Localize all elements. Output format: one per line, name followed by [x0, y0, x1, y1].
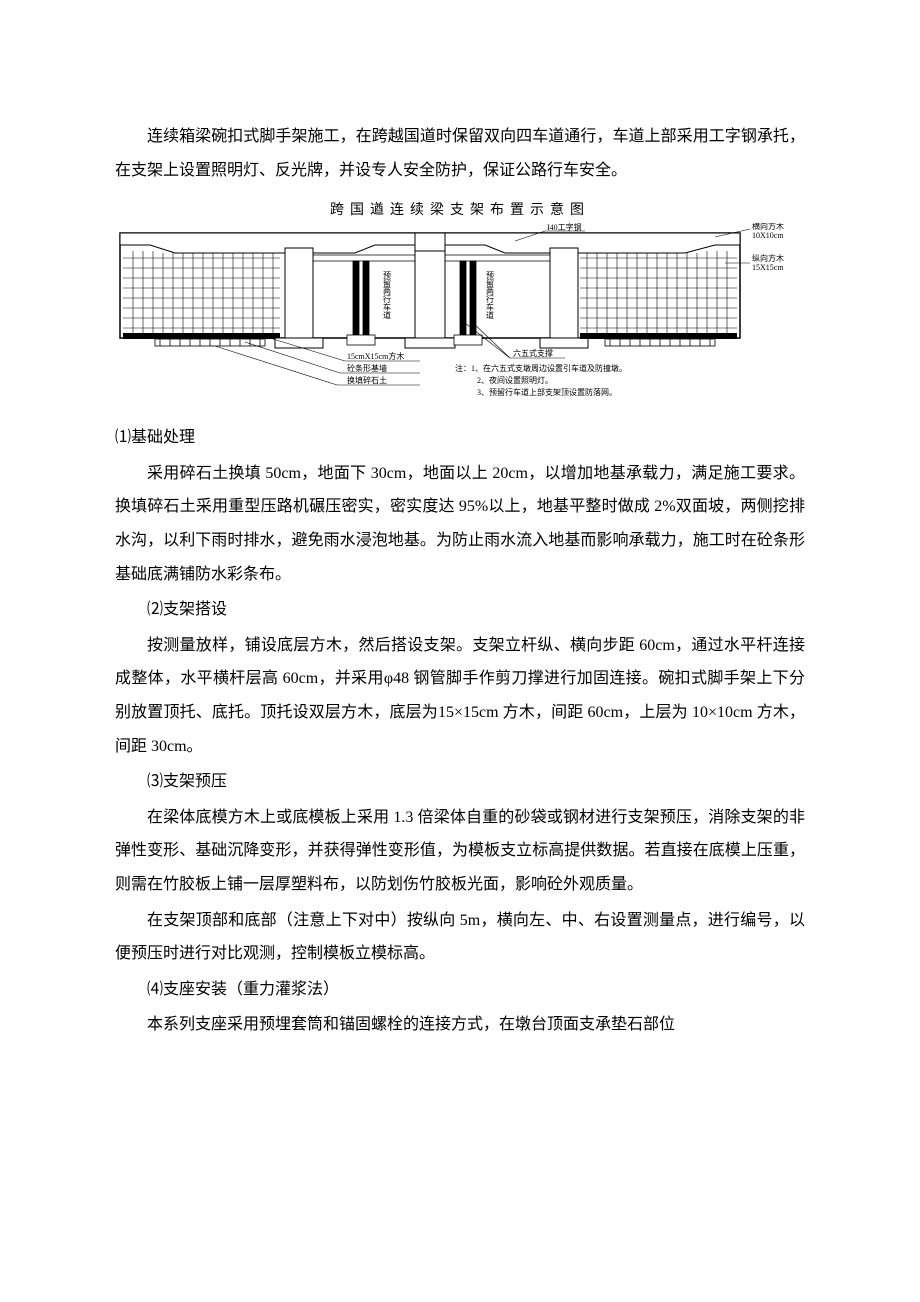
support-layout-diagram: 预留两行车道 预留两行车道 [115, 223, 805, 403]
lane-label-left: 预留两行车道 [383, 270, 392, 320]
label-bottom-wood: 15cmX15cm方木 [347, 351, 404, 361]
label-65-support: 六五式支撑 [513, 348, 553, 358]
section-4-body: 本系列支座采用预埋套筒和锚固螺栓的连接方式，在墩台顶面支承垫石部位 [115, 1008, 805, 1042]
diagram-note-3: 3、预留行车道上部支架顶设置防落网。 [477, 387, 617, 397]
section-1-body: 采用碎石土换填 50cm，地面下 30cm，地面以上 20cm，以增加地基承载力… [115, 457, 805, 591]
lane-label-right: 预留两行车道 [486, 270, 495, 320]
label-long-wood-1: 纵向方木 [752, 253, 784, 263]
diagram-figure: 跨国遒连续梁支架布置示意图 [115, 199, 805, 403]
label-replace-soil: 换填碎石土 [347, 375, 387, 385]
intro-paragraph: 连续箱梁碗扣式脚手架施工，在跨越国道时保留双向四车道通行，车道上部采用工字钢承托… [115, 120, 805, 187]
section-3-heading: ⑶支架预压 [115, 765, 805, 799]
diagram-note-2: 2、夜间设置照明灯。 [477, 375, 553, 385]
label-long-wood-2: 15X15cm [752, 263, 784, 272]
section-2-body: 按测量放样，铺设底层方木，然后搭设支架。支架立杆纵、横向步距 60cm，通过水平… [115, 629, 805, 763]
label-top-wood-2: 10X10cm [752, 231, 784, 240]
section-1-heading: ⑴基础处理 [115, 421, 805, 455]
label-strip-foundation: 砼条形基墙 [347, 363, 387, 373]
section-4-heading: ⑷支座安装（重力灌浆法） [115, 973, 805, 1007]
label-top-wood-1: 横向方木 [752, 223, 784, 231]
label-i-beam: I40工字钢 [547, 223, 582, 232]
diagram-svg-wrap: 预留两行车道 预留两行车道 [115, 223, 805, 403]
section-2-heading: ⑵支架搭设 [115, 593, 805, 627]
diagram-note-1: 注：1、在六五式支墩周边设置引车道及防撞墩。 [455, 363, 627, 373]
diagram-title: 跨国遒连续梁支架布置示意图 [115, 199, 805, 219]
section-3-body-1: 在梁体底模方木上或底模板上采用 1.3 倍梁体自重的砂袋或钢材进行支架预压，消除… [115, 801, 805, 902]
section-3-body-2: 在支架顶部和底部（注意上下对中）按纵向 5m，横向左、中、右设置测量点，进行编号… [115, 904, 805, 971]
